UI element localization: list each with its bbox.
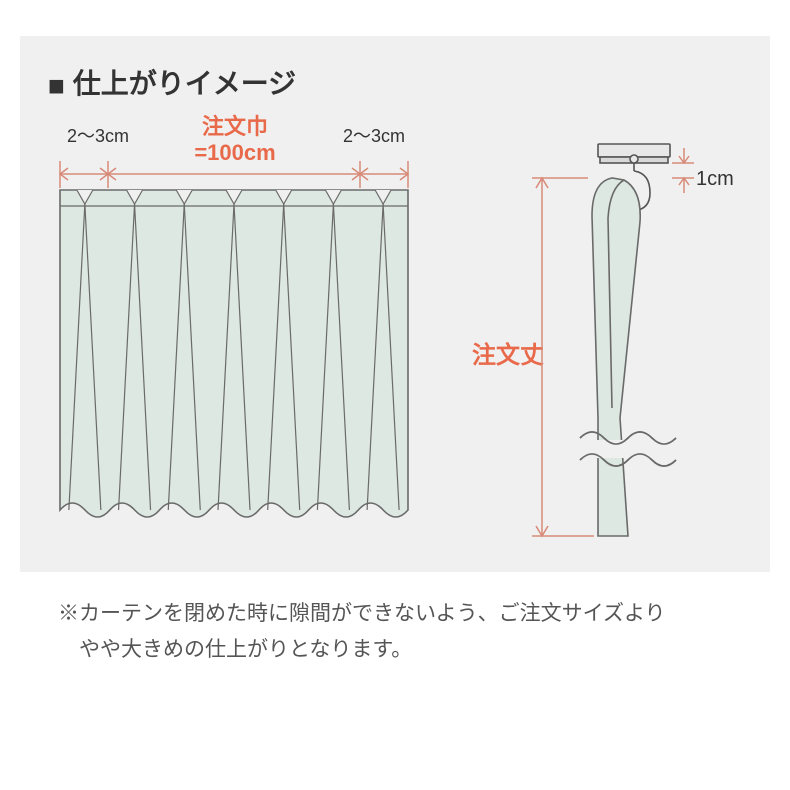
label-margin-right: 2～3cm (324, 126, 424, 148)
footnote-line1: ※カーテンを閉めた時に隙間ができないよう、ご注文サイズより (58, 596, 666, 632)
footnote: ※カーテンを閉めた時に隙間ができないよう、ご注文サイズより やや大きめの仕上がり… (58, 596, 666, 667)
title-text: 仕上がりイメージ (73, 68, 296, 99)
curtain-side-diagram (520, 138, 750, 558)
label-margin-left: 2～3cm (48, 126, 148, 148)
curtain-front-diagram (48, 148, 428, 568)
section-title: ■ 仕上がりイメージ (48, 62, 296, 102)
title-bullet-icon: ■ (48, 70, 65, 102)
footnote-line2: やや大きめの仕上がりとなります。 (58, 632, 666, 668)
